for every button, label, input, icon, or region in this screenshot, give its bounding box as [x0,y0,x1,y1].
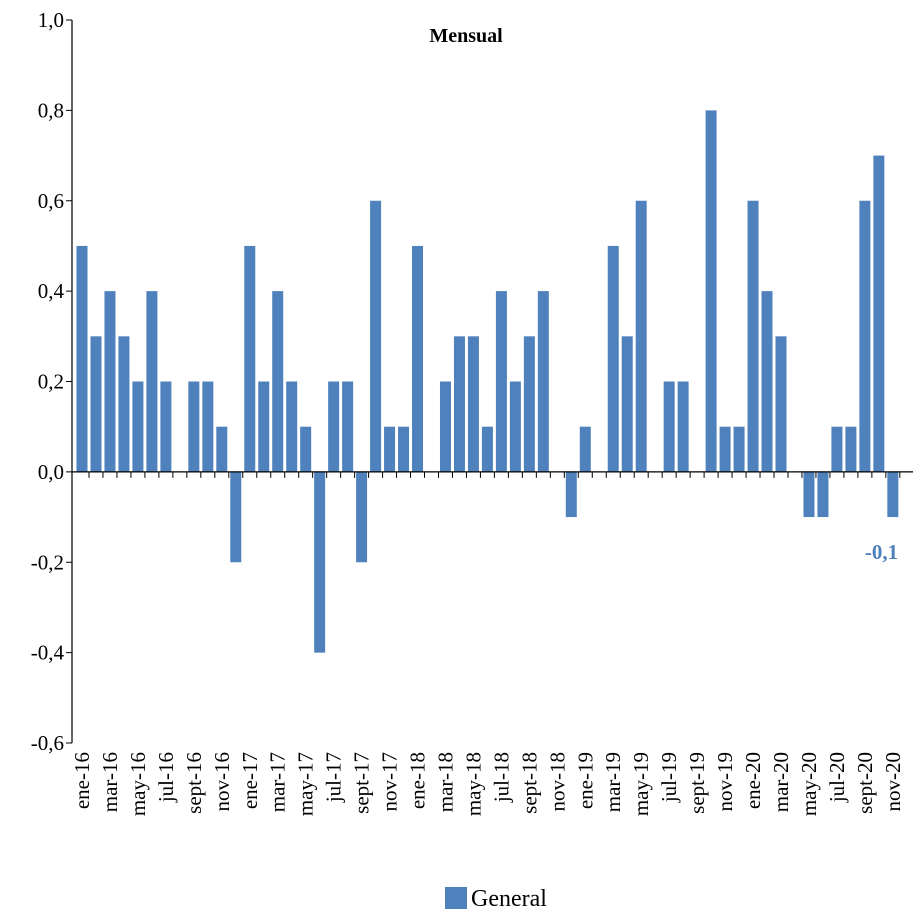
bar [831,426,843,472]
bar [146,291,158,472]
bar [859,200,871,472]
bar [845,426,857,472]
bar [481,426,493,472]
bar [132,381,144,472]
x-tick-label: ene-16 [70,752,94,809]
bar [635,200,647,472]
bar [747,200,759,472]
bar [328,381,340,472]
x-tick-label: mar-18 [433,752,457,812]
y-tick-label: 0,2 [38,370,64,394]
x-tick-label: may-20 [797,752,821,816]
bar [621,336,633,472]
y-tick-label: 1,0 [38,8,64,32]
x-tick-label: sept-17 [350,752,374,814]
bar [873,155,885,472]
bar [370,200,382,472]
x-tick-label: ene-19 [573,752,597,809]
bar [495,291,507,472]
bar [230,471,242,563]
x-tick-label: ene-20 [741,752,765,809]
data-label: -0,1 [865,540,898,564]
bar [412,245,424,472]
bar [244,245,256,472]
bar [216,426,228,472]
bar [677,381,689,472]
bar [453,336,465,472]
bar [272,291,284,472]
x-tick-label: mar-19 [601,752,625,812]
x-tick-label: may-16 [126,752,150,816]
bar [286,381,298,472]
bar [439,381,451,472]
x-tick-label: nov-17 [378,752,402,812]
bar [188,381,200,472]
bar [467,336,479,472]
x-tick-label: nov-20 [881,752,905,812]
legend-swatch [445,887,467,909]
bar [663,381,675,472]
y-tick-label: 0,8 [38,98,64,122]
bar [258,381,270,472]
x-tick-label: mar-16 [98,752,122,812]
x-tick-label: sept-16 [182,752,206,814]
bar [775,336,787,472]
bar [76,245,88,472]
bar [733,426,745,472]
bar [565,471,577,518]
x-tick-label: mar-20 [769,752,793,812]
x-tick-label: nov-18 [545,752,569,812]
bar [300,426,312,472]
bar [523,336,535,472]
x-tick-label: mar-17 [266,752,290,812]
bar [761,291,773,472]
bar [705,110,717,472]
bar [579,426,591,472]
y-tick-label: -0,4 [31,641,65,665]
bar [118,336,130,472]
bar [160,381,172,472]
bar [607,245,619,472]
x-tick-label: nov-16 [210,752,234,812]
x-tick-label: ene-18 [406,752,430,809]
bar [384,426,396,472]
x-tick-label: nov-19 [713,752,737,812]
x-tick-label: may-19 [629,752,653,816]
x-tick-label: jul-19 [657,752,681,803]
y-tick-label: 0,4 [38,279,65,303]
bar [104,291,116,472]
bar [719,426,731,472]
bar [509,381,521,472]
y-tick-label: 0,0 [38,460,64,484]
bar [537,291,549,472]
bar [398,426,410,472]
y-tick-label: -0,6 [31,731,64,755]
bar [887,471,899,518]
x-tick-label: sept-18 [517,752,541,814]
bar [342,381,354,472]
bar [817,471,829,518]
x-tick-label: jul-20 [825,752,849,803]
bar [202,381,214,472]
y-tick-label: 0,6 [38,189,64,213]
x-tick-label: jul-17 [322,752,346,803]
bar [803,471,815,518]
x-tick-label: ene-17 [238,752,262,809]
x-tick-label: sept-20 [853,752,877,814]
x-tick-label: may-17 [294,752,318,816]
x-tick-label: may-18 [461,752,485,816]
chart-title: Mensual [429,25,503,47]
bar [90,336,102,472]
legend-label: General [471,886,547,912]
x-tick-label: sept-19 [685,752,709,814]
y-tick-label: -0,2 [31,550,64,574]
bar [356,471,368,563]
x-tick-label: jul-16 [154,752,178,803]
bar [314,471,326,653]
x-tick-label: jul-18 [489,752,513,803]
